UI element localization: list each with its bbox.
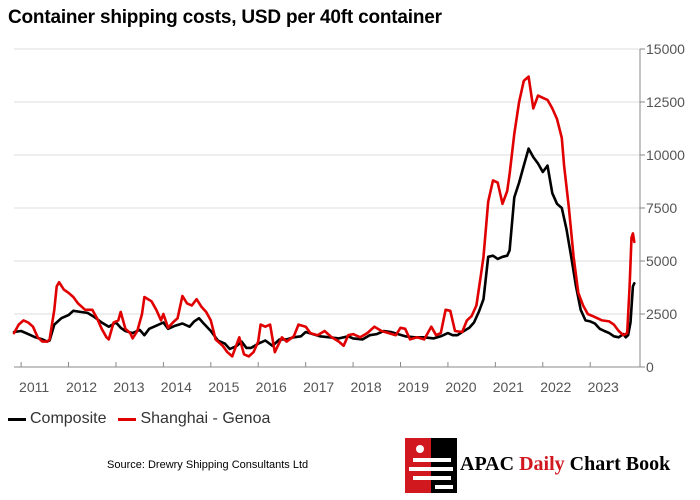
y-tick-label: 5000 bbox=[646, 253, 677, 269]
x-tick-label: 2014 bbox=[161, 379, 192, 395]
x-tick-label: 2020 bbox=[445, 379, 476, 395]
chart-title: Container shipping costs, USD per 40ft c… bbox=[8, 7, 442, 28]
brand-word-apac: APAC bbox=[460, 453, 515, 475]
x-tick-label: 2022 bbox=[540, 379, 571, 395]
x-tick-label: 2012 bbox=[66, 379, 97, 395]
x-tick-label: 2015 bbox=[208, 379, 239, 395]
grid-lines bbox=[14, 48, 640, 315]
brand-word-chart-book: Chart Book bbox=[569, 453, 671, 475]
y-tick-label: 7500 bbox=[646, 200, 677, 216]
y-tick-label: 15000 bbox=[646, 41, 685, 57]
legend-item-composite: Composite bbox=[8, 410, 106, 428]
x-tick-label: 2011 bbox=[19, 379, 49, 395]
legend-label-composite: Composite bbox=[30, 410, 107, 427]
x-tick-label: 2016 bbox=[256, 379, 287, 395]
y-tick-label: 10000 bbox=[646, 147, 685, 163]
series-line-composite bbox=[12, 147, 636, 351]
y-tick-label: 2500 bbox=[646, 306, 677, 322]
brand-word-daily: Daily bbox=[519, 453, 565, 475]
legend-item-shanghai-genoa: Shanghai - Genoa bbox=[118, 410, 270, 428]
y-tick-label: 12500 bbox=[646, 94, 685, 110]
legend-label-shanghai-genoa: Shanghai - Genoa bbox=[140, 410, 271, 427]
series-line-shanghai-genoa bbox=[12, 75, 636, 358]
legend-swatch-shanghai-genoa bbox=[118, 417, 137, 421]
chart-legend: Composite Shanghai - Genoa bbox=[8, 410, 270, 428]
x-tick-label: 2021 bbox=[493, 379, 524, 395]
y-tick-label: 0 bbox=[646, 359, 654, 375]
axes: 0 2500 5000 7500 10000 12500 15000 2011 2012 2013… bbox=[14, 41, 685, 395]
x-tick-label: 2019 bbox=[398, 379, 429, 395]
x-tick-label: 2023 bbox=[588, 379, 619, 395]
brand-name: APAC Daily Chart Book bbox=[460, 453, 670, 476]
brand-logo: APAC Daily Chart Book bbox=[405, 438, 695, 493]
line-chart: 0 2500 5000 7500 10000 12500 15000 2011 2012 2013… bbox=[12, 41, 685, 395]
series-lines bbox=[12, 75, 636, 358]
legend-swatch-composite bbox=[8, 417, 26, 421]
brand-logo-icon bbox=[405, 438, 457, 493]
x-tick-label: 2017 bbox=[303, 379, 334, 395]
source-note: Source: Drewry Shipping Consultants Ltd bbox=[107, 459, 309, 471]
x-tick-label: 2018 bbox=[351, 379, 382, 395]
x-tick-label: 2013 bbox=[113, 379, 144, 395]
